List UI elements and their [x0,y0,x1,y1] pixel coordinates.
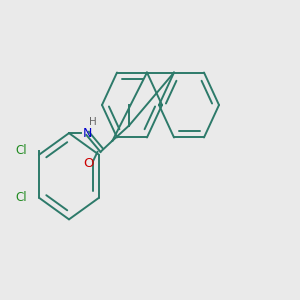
Text: H: H [89,117,97,127]
Text: Cl: Cl [16,191,27,204]
Text: Cl: Cl [16,144,27,158]
Text: N: N [82,127,92,140]
Text: O: O [83,157,94,169]
